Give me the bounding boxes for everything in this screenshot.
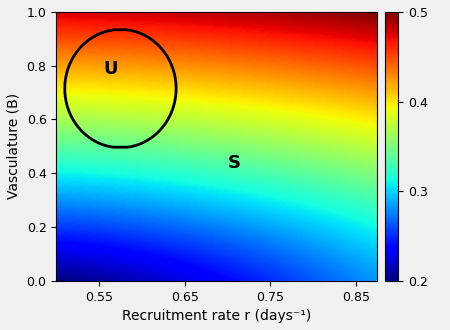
X-axis label: Recruitment rate r (days⁻¹): Recruitment rate r (days⁻¹) <box>122 309 311 323</box>
Text: U: U <box>104 60 118 78</box>
Text: S: S <box>227 154 240 172</box>
Y-axis label: Vasculature (B): Vasculature (B) <box>7 93 21 199</box>
